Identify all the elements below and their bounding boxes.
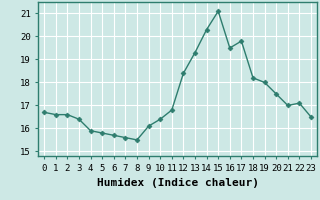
X-axis label: Humidex (Indice chaleur): Humidex (Indice chaleur) (97, 178, 259, 188)
